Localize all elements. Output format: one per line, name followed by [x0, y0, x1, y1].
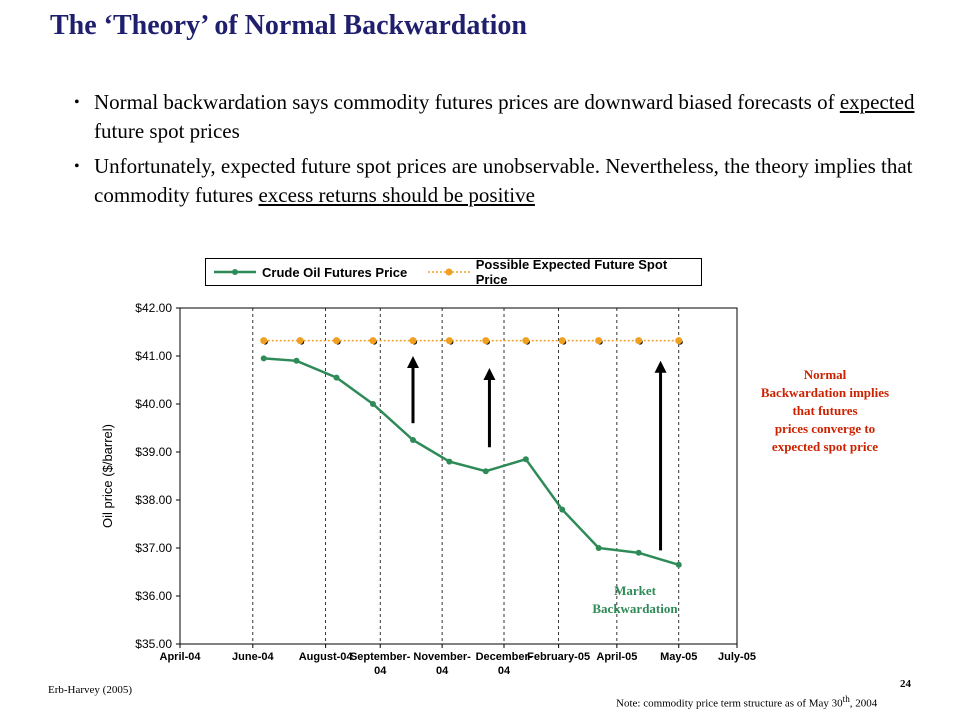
normal-backwardation-annotation: Normal Backwardation implies that futures p…	[740, 366, 910, 456]
y-tick-label: $38.00	[135, 493, 172, 507]
page-number: 24	[900, 678, 911, 690]
legend-item-expected: Possible Expected Future Spot Price	[428, 257, 701, 287]
data-point-futures	[409, 437, 416, 443]
data-point-futures	[675, 561, 682, 568]
data-point-expected	[296, 337, 304, 345]
legend-swatch-futures	[214, 269, 256, 275]
data-point-expected	[522, 337, 530, 345]
y-tick-label: $36.00	[135, 589, 172, 603]
y-tick-label: $42.00	[135, 301, 172, 315]
data-point-futures	[635, 549, 642, 556]
legend-label-futures: Crude Oil Futures Price	[262, 264, 408, 280]
annotation-line: Market	[614, 583, 656, 598]
x-tick-label: April-05	[596, 651, 637, 663]
data-point-futures	[293, 357, 300, 364]
y-axis-label: Oil price ($/barrel)	[100, 424, 115, 528]
y-tick-label: $40.00	[135, 397, 172, 411]
x-tick-label: August-04	[299, 651, 354, 663]
annotation-line: that futures	[792, 403, 858, 418]
annotation-line: expected spot price	[771, 439, 879, 454]
footnote-text: Note: commodity price term structure as …	[616, 697, 843, 710]
chart-legend: Crude Oil Futures Price Possible Expecte…	[205, 257, 702, 287]
data-point-expected	[595, 337, 603, 345]
x-tick-label: June-04	[232, 651, 274, 663]
x-tick-label: May-05	[660, 651, 697, 663]
data-point-expected	[260, 337, 268, 345]
bullet-item: • Normal backwardation says commodity fu…	[72, 88, 932, 146]
annotation-line: Backwardation	[592, 601, 678, 616]
bullet-item: • Unfortunately, expected future spot pr…	[72, 152, 932, 210]
footnote-text-end: , 2004	[849, 697, 878, 710]
data-point-expected	[445, 337, 453, 345]
convergence-arrow-head	[483, 368, 496, 380]
x-tick-label: December-	[476, 651, 533, 663]
bullet-text: Unfortunately, expected future spot pric…	[94, 154, 913, 207]
x-tick-label: February-05	[527, 651, 590, 663]
legend-item-futures: Crude Oil Futures Price	[214, 259, 407, 285]
data-point-futures	[595, 545, 602, 551]
annotation-line: Backwardation implies	[760, 385, 890, 400]
data-point-expected	[482, 337, 490, 345]
data-point-futures	[369, 401, 376, 407]
x-tick-label: 04	[436, 665, 449, 677]
data-point-expected	[369, 337, 377, 345]
data-point-futures	[260, 355, 267, 362]
data-point-expected	[333, 337, 341, 345]
convergence-arrow-head	[406, 356, 419, 368]
bullet-list: • Normal backwardation says commodity fu…	[72, 88, 932, 216]
data-point-futures	[482, 468, 489, 475]
data-point-futures	[522, 456, 529, 463]
bullet-text: Normal backwardation says commodity futu…	[94, 90, 840, 114]
legend-label-expected: Possible Expected Future Spot Price	[475, 257, 668, 287]
x-tick-label: 04	[498, 665, 511, 677]
slide-title: The ‘Theory’ of Normal Backwardation	[50, 10, 527, 41]
x-tick-label: 04	[374, 665, 387, 677]
annotation-line: prices converge to	[774, 421, 876, 436]
data-point-expected	[558, 337, 566, 345]
data-point-expected	[635, 337, 643, 345]
x-tick-label: November-	[413, 651, 471, 663]
y-tick-label: $35.00	[135, 637, 172, 651]
bullet-dot-icon: •	[74, 158, 80, 175]
x-tick-label: July-05	[718, 651, 756, 663]
legend-swatch-expected	[428, 268, 470, 276]
x-tick-label: April-04	[160, 651, 202, 663]
bullet-underlined-text: expected	[839, 90, 915, 114]
market-backwardation-annotation: Market Backwardation	[570, 582, 700, 618]
series-line-futures	[263, 357, 680, 566]
bullet-underlined-text: excess returns should be positive	[258, 183, 535, 207]
footnote: Note: commodity price term structure as …	[616, 694, 877, 710]
data-point-expected	[409, 337, 417, 345]
y-tick-label: $39.00	[135, 445, 172, 459]
y-tick-label: $37.00	[135, 541, 172, 555]
data-point-futures	[446, 458, 453, 465]
bullet-dot-icon: •	[74, 94, 80, 111]
data-point-futures	[559, 506, 566, 513]
footnote-sup: th	[842, 694, 850, 704]
data-point-expected	[675, 337, 683, 345]
bullet-text-end: future spot prices	[94, 119, 240, 143]
convergence-arrow-head	[654, 360, 667, 373]
x-tick-label: September-	[350, 651, 411, 663]
data-point-futures	[333, 374, 340, 381]
source-footer: Erb-Harvey (2005)	[48, 684, 132, 696]
plot-area	[179, 307, 738, 645]
y-tick-label: $41.00	[135, 349, 172, 363]
annotation-line: Normal	[803, 367, 847, 382]
